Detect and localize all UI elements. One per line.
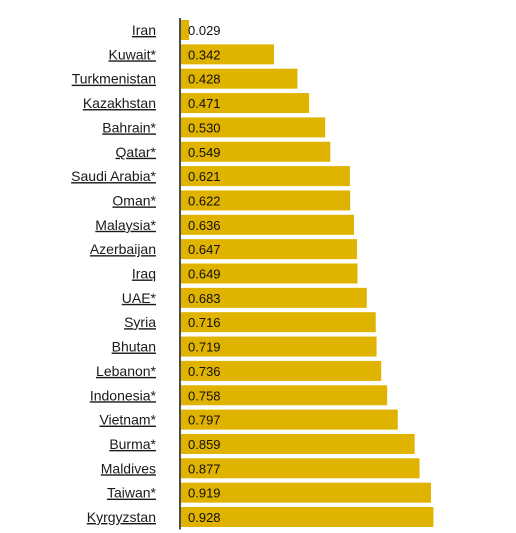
category-label: Indonesia* [90, 387, 157, 403]
category-label: Lebanon* [96, 363, 157, 379]
bar [181, 385, 388, 406]
value-label: 0.530 [188, 120, 221, 135]
value-label: 0.621 [188, 169, 221, 184]
bar [181, 141, 331, 162]
value-label: 0.797 [188, 413, 221, 428]
bar [181, 214, 354, 235]
category-label: Iran [132, 22, 156, 38]
category-label: Maldives [101, 460, 156, 476]
bar [181, 263, 358, 284]
category-label: Kuwait* [109, 46, 157, 62]
category-label: Bhutan [112, 339, 156, 355]
value-label: 0.029 [188, 23, 221, 38]
category-label: Iraq [132, 266, 156, 282]
value-label: 0.919 [188, 486, 221, 501]
category-label: Bahrain* [102, 119, 156, 135]
value-label: 0.342 [188, 47, 221, 62]
category-label: Vietnam* [99, 412, 156, 428]
bar [181, 360, 382, 381]
value-label: 0.716 [188, 315, 221, 330]
bar [181, 409, 398, 430]
value-label: 0.428 [188, 72, 221, 87]
bar [181, 482, 431, 503]
bar [181, 68, 298, 89]
value-label: 0.719 [188, 340, 221, 355]
category-label: Azerbaijan [90, 241, 156, 257]
category-label: Qatar* [116, 144, 157, 160]
bar [181, 93, 310, 114]
value-label: 0.649 [188, 267, 221, 282]
bar [181, 336, 377, 357]
value-label: 0.622 [188, 193, 221, 208]
bar [181, 190, 351, 211]
value-label: 0.859 [188, 437, 221, 452]
value-label: 0.471 [188, 96, 221, 111]
category-label: Saudi Arabia* [71, 168, 156, 184]
category-label: Turkmenistan [72, 71, 156, 87]
value-label: 0.758 [188, 388, 221, 403]
category-label: Burma* [109, 436, 156, 452]
bar [181, 239, 357, 260]
value-label: 0.736 [188, 364, 221, 379]
category-label: Malaysia* [95, 217, 156, 233]
category-label: Syria [124, 314, 156, 330]
bar [181, 166, 350, 187]
bar [181, 312, 376, 333]
value-label: 0.647 [188, 242, 221, 257]
category-label: Kyrgyzstan [87, 509, 156, 525]
category-label: Taiwan* [107, 485, 157, 501]
category-label: Kazakhstan [83, 95, 156, 111]
value-label: 0.636 [188, 218, 221, 233]
bar [181, 20, 189, 40]
value-label: 0.549 [188, 145, 221, 160]
value-label: 0.683 [188, 291, 221, 306]
bar [181, 433, 415, 454]
bar [181, 458, 420, 479]
category-label: Oman* [112, 192, 156, 208]
bar [181, 287, 367, 308]
value-label: 0.928 [188, 510, 221, 525]
value-label: 0.877 [188, 461, 221, 476]
bar [181, 117, 326, 138]
bar [181, 44, 275, 65]
bar [181, 507, 434, 527]
category-label: UAE* [122, 290, 157, 306]
